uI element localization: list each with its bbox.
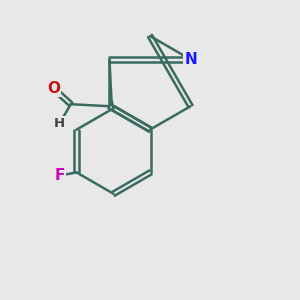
Text: N: N	[184, 52, 197, 67]
Text: H: H	[54, 117, 65, 130]
Text: F: F	[54, 168, 64, 183]
Text: O: O	[47, 81, 60, 96]
